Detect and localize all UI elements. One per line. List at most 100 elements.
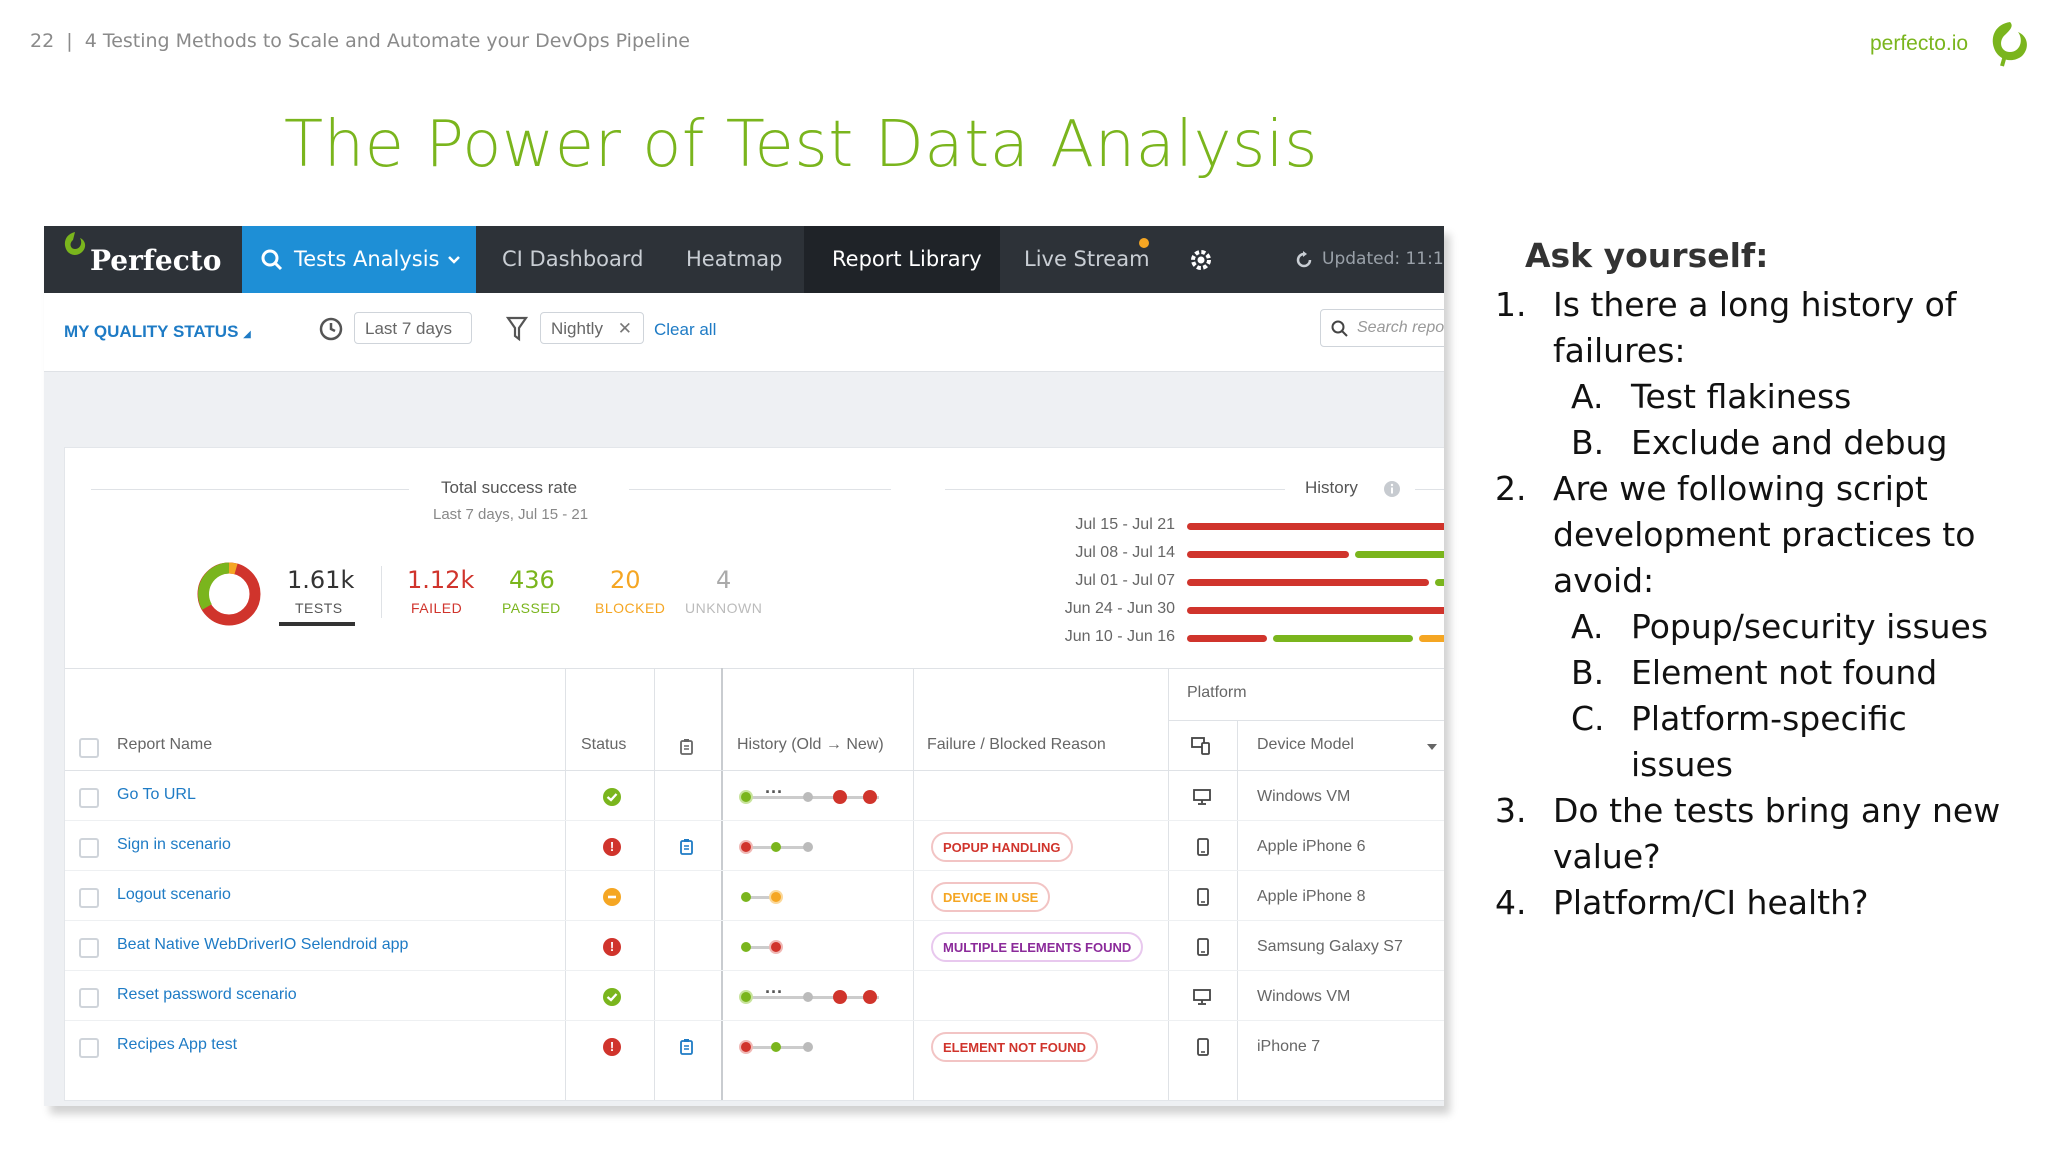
device-model: Windows VM — [1257, 988, 1351, 1005]
tab-ci-dashboard[interactable]: CI Dashboard — [502, 247, 644, 271]
tab-live-stream[interactable]: Live Stream — [1024, 247, 1150, 271]
report-name-link[interactable]: Reset password scenario — [117, 986, 297, 1003]
nightly-tag-label: Nightly — [551, 319, 603, 338]
history-dot-failed[interactable] — [863, 790, 877, 804]
leaf-icon — [64, 232, 86, 255]
question-2c-text: Platform-specific issues — [1631, 699, 1907, 784]
status-failed-icon: ! — [603, 838, 621, 856]
app-logo[interactable]: Perfecto — [44, 226, 242, 293]
failure-reason-tag[interactable]: ELEMENT NOT FOUND — [931, 1032, 1098, 1062]
row-checkbox[interactable] — [79, 888, 99, 908]
question-1: 1. Is there a long history of failures: — [1495, 285, 1957, 370]
clipboard-icon — [680, 739, 693, 755]
history-dot-passed[interactable] — [741, 892, 751, 902]
failure-reason-tag[interactable]: DEVICE IN USE — [931, 882, 1051, 912]
history-dot-passed[interactable] — [771, 842, 781, 852]
search-input[interactable]: Search repo — [1320, 309, 1444, 347]
failed-count[interactable]: 1.12k — [407, 566, 475, 594]
page-header: 22 | 4 Testing Methods to Scale and Auto… — [30, 30, 690, 52]
page-number: 22 — [30, 30, 55, 52]
status-blocked-icon — [603, 888, 621, 906]
history-dot-failed[interactable] — [833, 790, 847, 804]
tab-heatmap[interactable]: Heatmap — [686, 247, 783, 271]
row-checkbox[interactable] — [79, 988, 99, 1008]
history-dot-failed[interactable] — [863, 990, 877, 1004]
info-icon[interactable] — [1383, 480, 1401, 498]
history-bar-passed — [1273, 635, 1413, 642]
select-all-checkbox[interactable] — [79, 738, 99, 758]
row-checkbox[interactable] — [79, 838, 99, 858]
history-dot-unknown[interactable] — [803, 842, 813, 852]
question-1a: A. Test flakiness — [1571, 377, 1852, 416]
history-dot-unknown[interactable] — [803, 1042, 813, 1052]
caret-down-icon[interactable] — [1427, 744, 1437, 750]
desktop-icon — [1193, 789, 1211, 805]
history-dot-passed[interactable] — [739, 990, 753, 1004]
device-model: Windows VM — [1257, 788, 1351, 805]
unknown-label: UNKNOWN — [685, 600, 763, 616]
history-dot-failed[interactable] — [739, 840, 753, 854]
nightly-tag-chip[interactable]: Nightly ✕ — [540, 312, 644, 344]
history-week-label: Jun 24 - Jun 30 — [1064, 600, 1175, 617]
phone-icon — [1197, 1038, 1209, 1056]
status-header[interactable]: Status — [581, 736, 627, 753]
unknown-count[interactable]: 4 — [716, 566, 732, 594]
clear-all-link[interactable]: Clear all — [654, 320, 717, 339]
passed-label: PASSED — [502, 600, 561, 616]
platform-header: Platform — [1187, 684, 1247, 701]
failure-reason-tag[interactable]: POPUP HANDLING — [931, 832, 1073, 862]
report-name-link[interactable]: Logout scenario — [117, 886, 231, 903]
history-ellipsis: ··· — [765, 782, 783, 802]
row-checkbox[interactable] — [79, 1038, 99, 1058]
history-week-label: Jul 08 - Jul 14 — [1075, 544, 1175, 561]
failed-label: FAILED — [411, 600, 463, 616]
tab-report-library-label: Report Library — [832, 247, 982, 271]
history-dot-failed[interactable] — [739, 1040, 753, 1054]
updated-time: Updated: 11:13 — [1322, 249, 1444, 269]
passed-count[interactable]: 436 — [509, 566, 555, 594]
history-bar-failed — [1187, 551, 1349, 558]
failure-reason-tag[interactable]: MULTIPLE ELEMENTS FOUND — [931, 932, 1144, 962]
history-dot-failed[interactable] — [769, 940, 783, 954]
phone-icon — [1197, 888, 1209, 906]
blocked-count[interactable]: 20 — [610, 566, 641, 594]
device-model: Apple iPhone 6 — [1257, 838, 1366, 855]
history-dot-passed[interactable] — [739, 790, 753, 804]
row-checkbox[interactable] — [79, 938, 99, 958]
logo-text: Perfecto — [90, 244, 222, 277]
history-bar-failed — [1187, 523, 1444, 530]
history-dot-failed[interactable] — [833, 990, 847, 1004]
history-dot-passed[interactable] — [771, 1042, 781, 1052]
history-bar-passed — [1355, 551, 1444, 558]
row-checkbox[interactable] — [79, 788, 99, 808]
history-dot-unknown[interactable] — [803, 992, 813, 1002]
report-name-link[interactable]: Beat Native WebDriverIO Selendroid app — [117, 936, 409, 953]
desktop-icon — [1193, 989, 1211, 1005]
report-name-link[interactable]: Go To URL — [117, 786, 196, 803]
date-range-chip[interactable]: Last 7 days — [354, 312, 472, 344]
tab-tests-analysis-label: Tests Analysis — [294, 247, 440, 271]
device-model: iPhone 7 — [1257, 1038, 1321, 1055]
report-name-link[interactable]: Sign in scenario — [117, 836, 231, 853]
ask-yourself-heading: Ask yourself: — [1525, 236, 1769, 275]
gear-icon[interactable] — [1188, 247, 1214, 273]
device-type-icon — [1191, 737, 1210, 755]
question-4: 4. Platform/CI health? — [1495, 883, 1869, 922]
report-name-header[interactable]: Report Name — [117, 736, 213, 753]
clipboard-icon[interactable] — [679, 838, 695, 856]
report-name-link[interactable]: Recipes App test — [117, 1036, 238, 1053]
failure-reason-header: Failure / Blocked Reason — [927, 736, 1106, 753]
question-1b: B. Exclude and debug — [1571, 423, 1948, 462]
close-icon[interactable]: ✕ — [617, 319, 632, 338]
tab-tests-analysis[interactable]: Tests Analysis — [242, 226, 476, 293]
my-quality-status-dropdown[interactable]: MY QUALITY STATUS ◢ — [64, 322, 251, 342]
refresh-icon[interactable] — [1294, 250, 1314, 270]
question-1a-text: Test flakiness — [1631, 377, 1852, 416]
history-dot-passed[interactable] — [741, 942, 751, 952]
history-dot-unknown[interactable] — [803, 792, 813, 802]
history-dot-blocked[interactable] — [769, 890, 783, 904]
device-model-header[interactable]: Device Model — [1257, 736, 1354, 753]
tab-report-library[interactable]: Report Library — [804, 226, 1000, 293]
question-1-text: Is there a long history of failures: — [1553, 285, 1957, 370]
clipboard-icon[interactable] — [679, 1038, 695, 1056]
